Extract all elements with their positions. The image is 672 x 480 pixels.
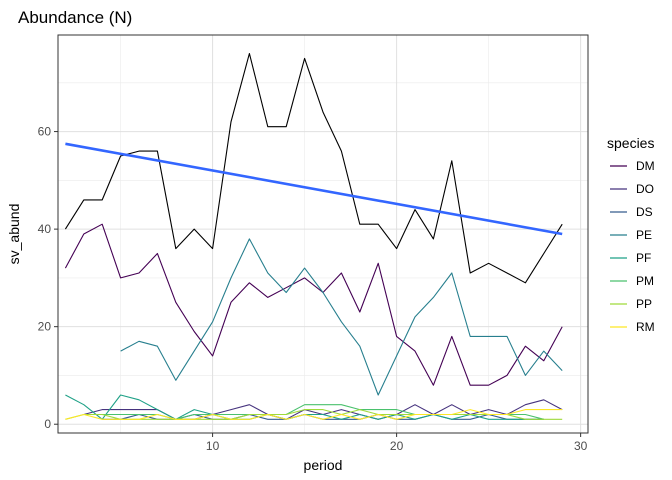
trend-line: [65, 142, 563, 236]
plot-series: [64, 52, 563, 420]
x-tick-label: 10: [206, 439, 220, 453]
legend-label-rm: RM: [636, 320, 655, 334]
plot-panel-border: [57, 34, 589, 434]
legend-label-do: DO: [636, 182, 654, 196]
y-tick-label: 40: [38, 222, 52, 236]
x-tick-label: 20: [390, 439, 404, 453]
plot-grid: [58, 35, 588, 433]
series-line-pp: [65, 409, 563, 420]
series-line-rm: [65, 409, 563, 420]
legend: species DM DO DS PE PF PM PP RM: [607, 135, 655, 334]
legend-label-pp: PP: [636, 297, 652, 311]
y-tick-label: 60: [38, 125, 52, 139]
y-tick-label: 20: [38, 320, 52, 334]
series-line-pe: [120, 238, 563, 396]
x-axis-title: period: [304, 457, 343, 473]
legend-title: species: [607, 135, 654, 151]
legend-label-pf: PF: [636, 251, 651, 265]
legend-label-pe: PE: [636, 228, 652, 242]
legend-label-ds: DS: [636, 205, 653, 219]
y-axis: 0 20 40 60: [38, 125, 58, 431]
y-tick-label: 0: [44, 417, 51, 431]
x-tick-label: 30: [574, 439, 588, 453]
series-line-dm: [64, 223, 563, 386]
series-line-total: [64, 52, 563, 284]
y-axis-title: sv_abund: [6, 204, 22, 265]
chart-title: Abundance (N): [18, 8, 132, 27]
legend-label-pm: PM: [636, 274, 654, 288]
x-axis: 10 20 30: [206, 433, 588, 453]
legend-label-dm: DM: [636, 159, 655, 173]
